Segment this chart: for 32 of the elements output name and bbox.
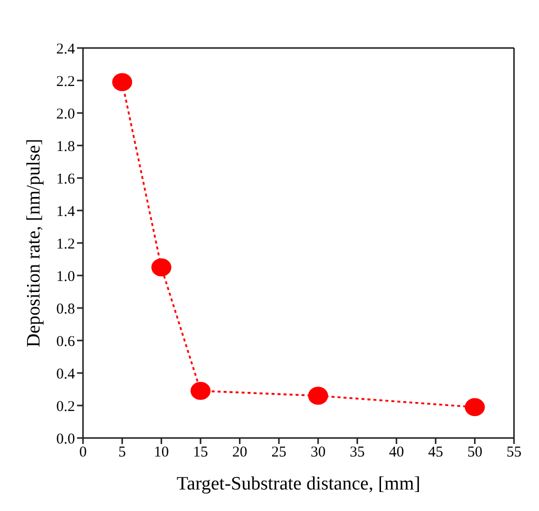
y-tick-label: 1.4 — [56, 204, 76, 220]
y-tick-label: 1.0 — [56, 268, 75, 285]
y-tick-label: 0.8 — [56, 301, 75, 318]
x-tick-label: 15 — [193, 444, 208, 461]
y-tick-label: 2.0 — [56, 106, 75, 122]
x-tick-label: 0 — [79, 444, 87, 461]
x-tick-label: 40 — [388, 444, 404, 461]
y-tick-label: 0.4 — [56, 366, 76, 382]
x-tick-label: 10 — [154, 444, 169, 461]
point — [308, 386, 328, 405]
y-tick-label: 1.2 — [56, 236, 75, 252]
y-tick-label: 0.2 — [56, 398, 75, 415]
y-axis-title: Deposition rate, [nm/pulse] — [24, 138, 45, 348]
point — [464, 398, 485, 416]
point — [190, 382, 211, 400]
x-tick-label: 55 — [506, 444, 522, 461]
x-tick-label: 45 — [428, 444, 444, 461]
x-axis-title: Target-Substrate distance, [mm] — [176, 473, 420, 494]
x-tick-label: 5 — [118, 444, 126, 461]
y-tick-label: 0.6 — [56, 334, 76, 350]
x-tick-label: 35 — [350, 444, 365, 461]
y-tick-label: 2.2 — [56, 74, 75, 90]
point — [112, 73, 132, 92]
x-tick-label: 25 — [271, 444, 286, 461]
x-tick-label: 50 — [467, 444, 482, 461]
y-tick-label: 0.0 — [56, 431, 75, 448]
point — [151, 258, 172, 276]
y-tick-label: 1.8 — [56, 138, 75, 155]
x-tick-label: 30 — [310, 444, 326, 461]
y-tick-label: 2.4 — [56, 41, 76, 58]
y-tick-label: 1.6 — [56, 171, 76, 188]
x-tick-label: 20 — [232, 444, 248, 461]
